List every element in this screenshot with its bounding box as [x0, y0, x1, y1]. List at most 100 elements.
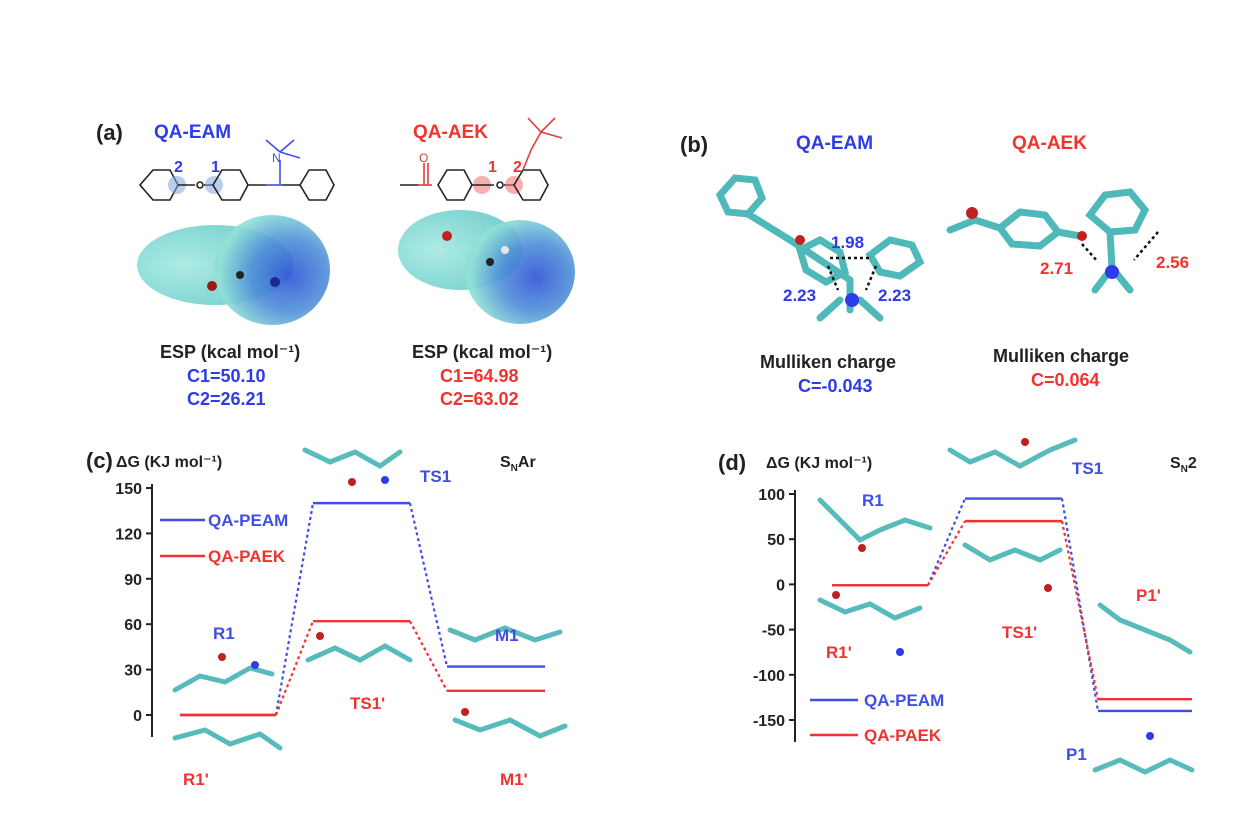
- state-label: R1: [213, 624, 235, 643]
- c-atom-4: [251, 661, 259, 669]
- y-tick-label: 100: [758, 487, 785, 504]
- aek-carbonyl-atom: [966, 207, 978, 219]
- panel-d-label: (d): [718, 450, 746, 475]
- c-atom-1: [218, 653, 226, 661]
- qa-aek-esp-surface: [398, 210, 575, 324]
- y-tick-label: 0: [133, 708, 142, 725]
- eam-contact-lines: [826, 256, 878, 291]
- b-qa-eam-title: QA-EAM: [796, 133, 873, 154]
- panel-c-label: (c): [86, 448, 113, 473]
- legend-label: QA-PAEK: [208, 547, 286, 566]
- eam-c2-value: C2=26.21: [187, 389, 266, 409]
- site-2-highlight: [168, 176, 186, 194]
- eam-distance-top: 1.98: [831, 233, 864, 252]
- aek-mulliken-value: C=0.064: [1031, 370, 1100, 390]
- eam-n-plus: N: [272, 151, 281, 165]
- connector-line: [274, 620, 315, 716]
- y-tick-label: 0: [776, 577, 785, 594]
- eam-esp-label: ESP (kcal mol⁻¹): [160, 342, 300, 362]
- y-tick-label: 90: [124, 572, 142, 589]
- aek-carbonyl-o: O: [419, 151, 428, 165]
- d-atom-2: [858, 544, 866, 552]
- eam-site1-num: 1: [211, 159, 220, 176]
- y-tick-label: -100: [753, 668, 785, 685]
- eam-mulliken-value: C=-0.043: [798, 376, 873, 396]
- aek-ether-atom: [1077, 231, 1087, 241]
- aek-c2-value: C2=63.02: [440, 389, 519, 409]
- state-label: M1': [500, 770, 528, 789]
- panel-d-ylabel: ΔG (KJ mol⁻¹): [766, 455, 872, 472]
- eam-nitrogen-atom: [845, 293, 859, 307]
- panel-a: (a) QA-EAM QA-AEK N 2 1: [96, 117, 575, 409]
- panel-d-molecule-thumbnails: [817, 437, 1195, 775]
- d-atom-4: [1044, 584, 1052, 592]
- y-tick-label: -150: [753, 713, 785, 730]
- panel-c-energy-profile: (c) ΔG (KJ mol⁻¹) SNAr 150 120 90 60 30 0 R1 TS…: [86, 447, 568, 789]
- aek-contact-lines: [1081, 231, 1159, 263]
- aek-c1-value: C1=64.98: [440, 366, 519, 386]
- y-tick-label: 120: [115, 526, 142, 543]
- eam-distance-right: 2.23: [878, 286, 911, 305]
- y-tick-label: 30: [124, 663, 142, 680]
- d-atom-3: [1021, 438, 1029, 446]
- y-tick-label: -50: [762, 623, 785, 640]
- panel-c-mechanism: SNAr: [500, 454, 536, 474]
- connector-line: [926, 498, 967, 586]
- connector-line: [927, 520, 966, 586]
- b-qa-aek-title: QA-AEK: [1012, 133, 1087, 154]
- aek-nitrogen-atom: [1105, 265, 1119, 279]
- panel-a-label: (a): [96, 120, 123, 145]
- legend-label: QA-PEAM: [864, 691, 944, 710]
- connector-line: [408, 502, 449, 667]
- c-atom-2: [348, 478, 356, 486]
- d-atom-1: [832, 591, 840, 599]
- d-atom-5: [896, 648, 904, 656]
- state-label: TS1: [1072, 459, 1103, 478]
- qa-eam-esp-surface: [137, 215, 330, 325]
- connector-line: [1060, 520, 1100, 700]
- state-label: P1: [1066, 745, 1087, 764]
- y-tick-label: 50: [767, 532, 785, 549]
- c-atom-5: [381, 476, 389, 484]
- site-1-highlight: [205, 176, 223, 194]
- panel-d-mechanism: SN2: [1170, 455, 1197, 475]
- c-atom-6: [461, 708, 469, 716]
- aek-mulliken-label: Mulliken charge: [993, 346, 1129, 366]
- eam-site2-num: 2: [174, 159, 183, 176]
- state-label: R1': [183, 770, 209, 789]
- c-atom-3: [316, 632, 324, 640]
- panel-c-molecule-thumbnails: [172, 447, 568, 751]
- eam-distance-left: 2.23: [783, 286, 816, 305]
- panel-c-ylabel: ΔG (KJ mol⁻¹): [116, 454, 222, 471]
- aek-distance-left: 2.71: [1040, 259, 1073, 278]
- panel-b-label: (b): [680, 132, 708, 157]
- eam-oxygen-atom: [795, 235, 805, 245]
- connector-line: [409, 620, 448, 692]
- aek-distance-right: 2.56: [1156, 253, 1189, 272]
- aek-esp-label: ESP (kcal mol⁻¹): [412, 342, 552, 362]
- qa-aek-title: QA-AEK: [413, 122, 488, 143]
- aek-site2-num: 2: [513, 159, 522, 176]
- legend-label: QA-PAEK: [864, 726, 942, 745]
- connector-line: [274, 502, 315, 716]
- qa-eam-title: QA-EAM: [154, 122, 231, 143]
- d-atom-6: [1146, 732, 1154, 740]
- state-label: TS1': [1002, 623, 1037, 642]
- state-label: R1: [862, 491, 884, 510]
- qa-eam-structure: N: [138, 139, 335, 201]
- panel-b: (b) QA-EAM QA-AEK 1.98 2.23 2.23: [680, 132, 1189, 396]
- state-label: TS1: [420, 467, 451, 486]
- y-tick-label: 60: [124, 617, 142, 634]
- state-label: P1': [1136, 586, 1161, 605]
- legend-label: QA-PEAM: [208, 511, 288, 530]
- qa-aek-structure: O: [400, 117, 563, 201]
- eam-mulliken-label: Mulliken charge: [760, 352, 896, 372]
- state-label: R1': [826, 643, 852, 662]
- panel-d-energy-profile: (d) ΔG (KJ mol⁻¹) SN2 100 50 0 -50 -100 -150 R…: [718, 437, 1197, 775]
- state-label: TS1': [350, 694, 385, 713]
- eam-c1-value: C1=50.10: [187, 366, 266, 386]
- aek-site1-num: 1: [488, 159, 497, 176]
- y-tick-label: 150: [115, 481, 142, 498]
- state-label: M1: [495, 626, 519, 645]
